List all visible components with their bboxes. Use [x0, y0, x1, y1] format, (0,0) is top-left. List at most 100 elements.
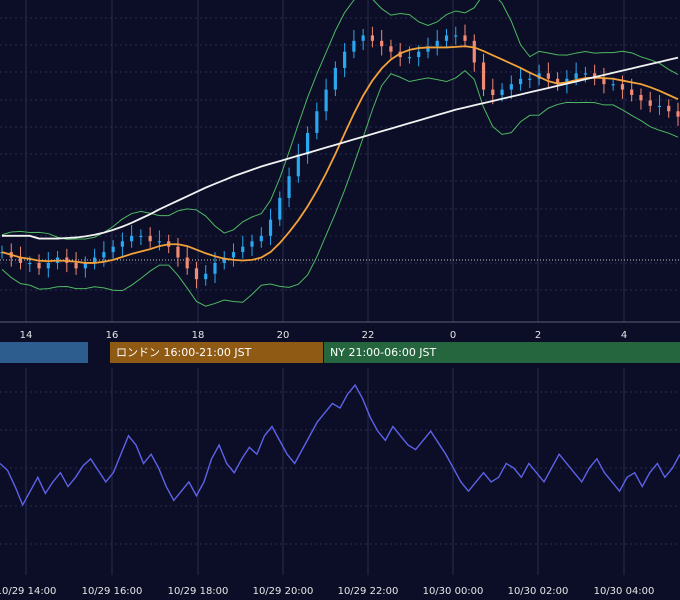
bollinger-bands	[1, 0, 679, 307]
indicator-series	[0, 383, 680, 507]
price-x-axis: 14 16 18 20 22 0 2 4	[20, 330, 628, 341]
candle-body	[343, 51, 347, 68]
x-tick-label: 10/29 14:00	[0, 586, 56, 597]
session-tokyo-bar	[0, 342, 88, 363]
candle-body	[194, 268, 199, 280]
x-tick-label: 14	[20, 330, 33, 341]
candle-body	[111, 246, 115, 253]
candle-body	[630, 89, 634, 95]
candle-body	[370, 35, 375, 41]
candle-body	[500, 89, 504, 95]
candle-body	[611, 84, 615, 86]
candle-body	[93, 257, 97, 263]
x-tick-label: 0	[450, 330, 456, 341]
candle-body	[574, 73, 578, 79]
candle-body	[352, 40, 356, 52]
candle-body	[241, 246, 245, 253]
candle-body	[435, 40, 439, 47]
candle-body	[657, 105, 662, 108]
candle-body	[46, 262, 50, 269]
candle-body	[139, 235, 143, 238]
candle-body	[231, 252, 236, 258]
x-tick-label: 10/29 22:00	[338, 586, 399, 597]
x-tick-label: 16	[106, 330, 119, 341]
candle-body	[602, 78, 606, 85]
moving-average-slow	[2, 56, 679, 240]
candle-body	[463, 35, 467, 41]
indicator-x-axis: 10/29 14:00 10/29 16:00 10/29 18:00 10/29 2…	[0, 586, 654, 597]
candle-body	[389, 46, 393, 52]
x-tick-label: 10/30 00:00	[423, 586, 484, 597]
candle-body	[546, 73, 550, 79]
session-ny-label: NY 21:00-06:00 JST	[330, 346, 437, 359]
candle-body	[509, 84, 513, 90]
x-tick-label: 10/30 04:00	[594, 586, 655, 597]
candle-body	[676, 111, 680, 117]
session-london-bar: ロンドン 16:00-21:00 JST	[110, 342, 323, 363]
candle-body	[278, 197, 282, 220]
candle-body	[315, 111, 319, 133]
candle-body	[472, 40, 476, 63]
candle-body	[454, 35, 458, 37]
candle-body	[102, 252, 106, 258]
bollinger-lower	[1, 69, 679, 307]
candle-body	[324, 89, 328, 112]
candle-body	[639, 95, 643, 101]
candle-body	[37, 262, 41, 269]
candle-body	[296, 154, 300, 177]
x-tick-label: 10/29 18:00	[168, 586, 229, 597]
candle-body	[28, 262, 32, 265]
x-tick-label: 10/29 16:00	[82, 586, 143, 597]
candle-body	[528, 78, 532, 80]
x-tick-label: 2	[535, 330, 541, 341]
x-tick-label: 22	[362, 330, 375, 341]
session-ny-bar: NY 21:00-06:00 JST	[324, 342, 680, 363]
candle-body	[407, 57, 412, 59]
candle-body	[74, 262, 78, 269]
candle-body	[648, 100, 652, 106]
candle-body	[333, 67, 337, 90]
candle-body	[268, 219, 273, 236]
candle-body	[417, 51, 421, 58]
candle-body	[583, 73, 587, 75]
candle-body	[222, 257, 226, 263]
candle-body	[481, 62, 486, 90]
candle-body	[361, 35, 365, 41]
session-london-label: ロンドン 16:00-21:00 JST	[116, 346, 252, 359]
candle-body	[620, 84, 625, 90]
candle-body	[593, 73, 597, 79]
candle-body	[250, 241, 254, 247]
moving-averages	[1, 45, 679, 264]
indicator-grid	[0, 368, 680, 575]
candle-body	[157, 241, 162, 243]
x-tick-label: 10/30 02:00	[508, 586, 569, 597]
candle-body	[18, 257, 23, 263]
candle-body	[380, 40, 384, 47]
candlesticks	[0, 24, 680, 289]
candle-body	[491, 89, 495, 95]
candle-body	[130, 235, 134, 242]
candle-body	[426, 46, 430, 52]
candle-body	[518, 78, 523, 85]
x-tick-label: 4	[621, 330, 627, 341]
x-tick-label: 18	[192, 330, 205, 341]
candle-body	[83, 262, 87, 269]
x-tick-label: 20	[277, 330, 290, 341]
candle-body	[176, 246, 180, 258]
candle-body	[204, 273, 208, 280]
candle-body	[213, 262, 217, 274]
candle-body	[667, 105, 671, 112]
candle-body	[259, 235, 263, 242]
indicator-line	[0, 383, 680, 507]
x-tick-label: 10/29 20:00	[253, 586, 314, 597]
candle-body	[148, 235, 152, 242]
candle-body	[287, 176, 291, 198]
price-grid	[0, 0, 680, 323]
candle-body	[120, 241, 124, 247]
candle-body	[185, 257, 189, 269]
candle-body	[444, 35, 449, 41]
candle-body	[305, 132, 310, 155]
bollinger-upper	[1, 0, 679, 240]
